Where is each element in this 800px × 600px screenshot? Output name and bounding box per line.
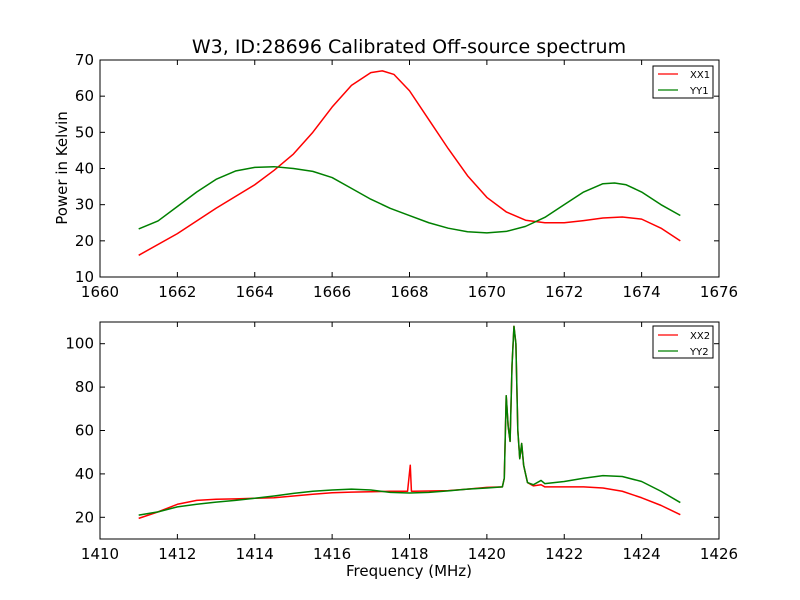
x-tick-label: 1672 [545, 283, 583, 301]
series-line-yy1 [138, 165, 681, 234]
series-line-xx1 [138, 70, 681, 256]
y-tick-label: 40 [75, 465, 94, 483]
x-tick-label: 1426 [700, 545, 738, 563]
x-tick-label: 1418 [390, 545, 428, 563]
x-tick-label: 1420 [468, 545, 506, 563]
x-tick-label: 1424 [623, 545, 661, 563]
y-tick-label: 70 [75, 51, 94, 69]
series-group-bottom [138, 325, 681, 520]
x-tick-label: 1414 [236, 545, 274, 563]
chart-title: W3, ID:28696 Calibrated Off-source spect… [192, 36, 626, 58]
x-tick-label: 1676 [700, 283, 738, 301]
series-line-yy2 [138, 325, 681, 516]
tick-group-bottom: 1410 1412 1414 1416 1418 1420 1422 1424 1426 20 40… [65, 322, 738, 563]
y-tick-label: 40 [75, 160, 94, 178]
series-line-xx2 [138, 325, 681, 520]
y-tick-label: 10 [75, 268, 94, 286]
y-tick-label: 30 [75, 196, 94, 214]
chart-top: W3, ID:28696 Calibrated Off-source spect… [53, 36, 738, 301]
legend-label-yy1: YY1 [689, 86, 709, 97]
y-tick-label: 60 [75, 87, 94, 105]
legend-bottom: XX2 YY2 [652, 325, 714, 359]
legend-top: XX1 YY1 [652, 65, 714, 99]
legend-label-yy2: YY2 [689, 347, 709, 358]
tick-group-top: 1660 1662 1664 1666 1668 1670 1672 1674 1676 10 20… [75, 51, 738, 301]
series-group-top [138, 70, 681, 256]
legend-label-xx2: XX2 [690, 331, 710, 342]
x-tick-label: 1674 [623, 283, 661, 301]
legend-label-xx1: XX1 [690, 70, 710, 81]
legend-box-bottom [652, 325, 714, 359]
x-tick-label: 1662 [158, 283, 196, 301]
plot-frame-top [99, 59, 720, 278]
y-axis-label: Power in Kelvin [53, 111, 71, 225]
x-tick-label: 1666 [313, 283, 351, 301]
x-tick-label: 1412 [158, 545, 196, 563]
x-tick-label: 1416 [313, 545, 351, 563]
x-tick-label: 1422 [545, 545, 583, 563]
y-tick-label: 20 [75, 508, 94, 526]
x-tick-label: 1668 [390, 283, 428, 301]
x-tick-label: 1664 [236, 283, 274, 301]
chart-bottom: Frequency (MHz) 1410 1412 1414 1416 1418 1420… [65, 321, 738, 580]
plot-frame-bottom [99, 321, 720, 540]
y-tick-label: 50 [75, 123, 94, 141]
y-tick-label: 20 [75, 232, 94, 250]
x-tick-label: 1410 [81, 545, 119, 563]
x-tick-label: 1670 [468, 283, 506, 301]
y-tick-label: 100 [65, 335, 94, 353]
x-axis-label: Frequency (MHz) [346, 562, 472, 580]
x-tick-label: 1660 [81, 283, 119, 301]
y-tick-label: 60 [75, 422, 94, 440]
y-tick-label: 80 [75, 378, 94, 396]
legend-box-top [652, 65, 714, 99]
